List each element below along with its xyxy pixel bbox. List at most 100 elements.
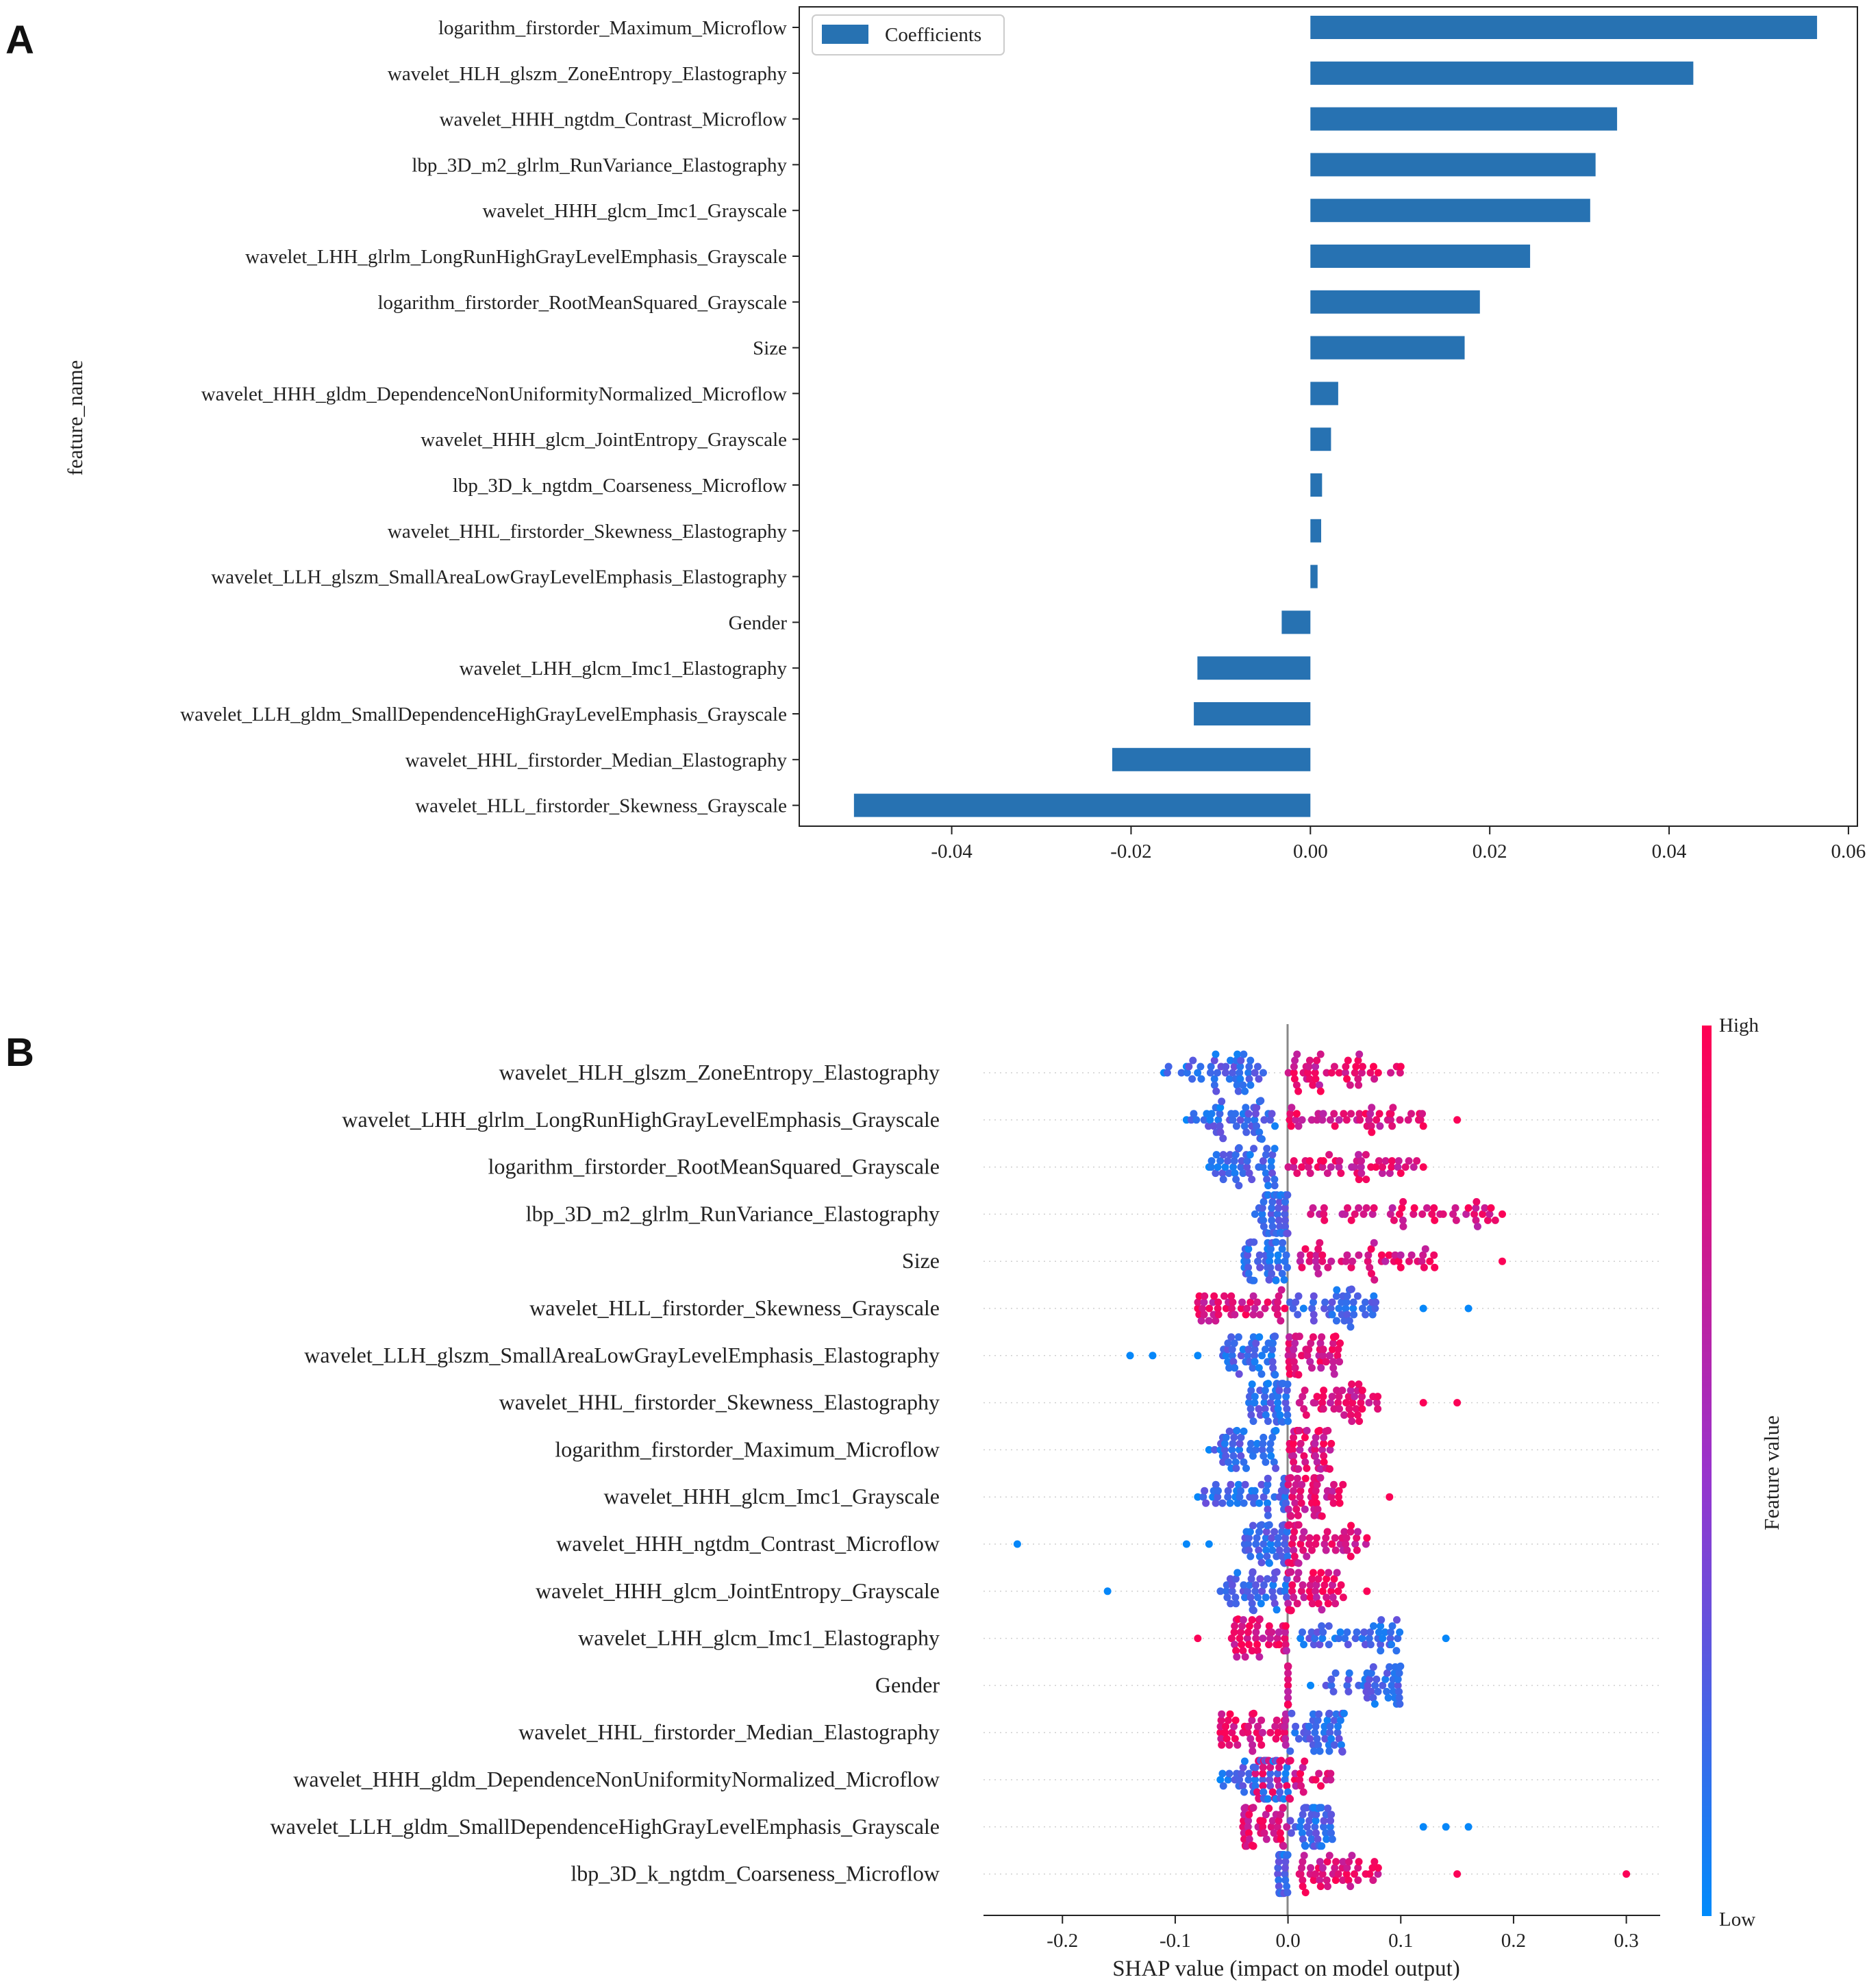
shap-point bbox=[1320, 1304, 1329, 1313]
shap-point bbox=[1335, 1163, 1343, 1171]
shap-point bbox=[1312, 1063, 1320, 1071]
shap-point bbox=[1245, 1769, 1253, 1778]
shap-point bbox=[1216, 1110, 1224, 1118]
shap-point bbox=[1368, 1104, 1376, 1112]
shap-point bbox=[1212, 1050, 1220, 1058]
shap-point bbox=[1272, 1464, 1280, 1472]
shap-point bbox=[1347, 1521, 1355, 1530]
shap-point bbox=[1258, 1728, 1266, 1737]
shap-point bbox=[1277, 1835, 1285, 1843]
shap-point bbox=[1311, 1069, 1319, 1077]
shap-point bbox=[1233, 1569, 1242, 1577]
shap-point bbox=[1358, 1063, 1366, 1071]
shap-point bbox=[1327, 1493, 1336, 1501]
shap-point bbox=[1281, 1864, 1289, 1872]
shap-point bbox=[1259, 1763, 1267, 1772]
shap-point bbox=[1248, 1176, 1256, 1184]
shap-point bbox=[1229, 1069, 1237, 1077]
shap-point bbox=[1247, 1387, 1255, 1395]
shap-point bbox=[1297, 1782, 1305, 1790]
x-tick-label: -0.1 bbox=[1160, 1930, 1191, 1952]
shap-point bbox=[1226, 1151, 1234, 1159]
shap-point bbox=[1370, 1700, 1379, 1708]
shap-point bbox=[1419, 1251, 1427, 1259]
shap-point bbox=[1214, 1310, 1223, 1319]
coefficient-bar bbox=[1310, 16, 1818, 39]
shap-point bbox=[1358, 1405, 1366, 1413]
shap-point bbox=[1364, 1251, 1373, 1259]
shap-point bbox=[1388, 1641, 1396, 1649]
shap-point bbox=[1244, 1728, 1252, 1737]
shap-feature-labels: wavelet_HLH_glszm_ZoneEntropy_Elastograp… bbox=[271, 1060, 940, 1886]
shap-point bbox=[1307, 1546, 1316, 1554]
shap-point bbox=[1275, 1387, 1283, 1395]
shap-point bbox=[1282, 1393, 1290, 1401]
shap-point bbox=[1228, 1587, 1236, 1595]
shap-point bbox=[1223, 1581, 1231, 1589]
shap-point bbox=[1353, 1292, 1362, 1300]
shap-point bbox=[1317, 1569, 1325, 1577]
shap-point bbox=[1239, 1823, 1247, 1831]
shap-point bbox=[1275, 1292, 1283, 1300]
shap-point bbox=[1330, 1575, 1338, 1583]
shap-point bbox=[1231, 1110, 1240, 1118]
shap-point bbox=[1320, 1728, 1328, 1737]
shap-point bbox=[1244, 1722, 1253, 1730]
shap-point bbox=[1200, 1298, 1208, 1306]
shap-point bbox=[1259, 1776, 1267, 1784]
shap-point bbox=[1310, 1292, 1318, 1300]
shap-point bbox=[1316, 1358, 1325, 1366]
shap-point bbox=[1306, 1251, 1314, 1259]
shap-point bbox=[1249, 1606, 1257, 1615]
shap-point bbox=[1327, 1681, 1336, 1689]
shap-point bbox=[1426, 1257, 1434, 1265]
shap-point bbox=[1245, 1063, 1253, 1071]
shap-point bbox=[1344, 1393, 1353, 1401]
shap-point bbox=[1236, 1493, 1244, 1501]
shap-point bbox=[1260, 1116, 1268, 1124]
shap-point bbox=[1350, 1310, 1358, 1319]
shap-point bbox=[1206, 1069, 1214, 1077]
shap-point bbox=[1372, 1298, 1380, 1306]
shap-point bbox=[1290, 1593, 1298, 1602]
shap-point bbox=[1374, 1870, 1382, 1878]
shap-point bbox=[1261, 1345, 1269, 1354]
shap-point bbox=[1299, 1763, 1307, 1772]
shap-point bbox=[1273, 1635, 1281, 1643]
shap-point bbox=[1216, 1122, 1224, 1130]
x-tick-label: 0.06 bbox=[1831, 841, 1866, 862]
shap-point bbox=[1299, 1581, 1307, 1589]
shap-point bbox=[1253, 1439, 1262, 1447]
shap-point bbox=[1312, 1499, 1320, 1507]
shap-point bbox=[1212, 1480, 1220, 1489]
shap-point bbox=[1365, 1399, 1373, 1407]
shap-point bbox=[1205, 1540, 1213, 1548]
shap-point bbox=[1306, 1870, 1314, 1878]
shap-point bbox=[1253, 1104, 1261, 1112]
shap-point bbox=[1281, 1722, 1289, 1730]
shap-point bbox=[1255, 1615, 1264, 1624]
shap-point bbox=[1398, 1204, 1406, 1212]
shap-point bbox=[1243, 1587, 1251, 1595]
shap-point bbox=[1243, 1257, 1251, 1265]
shap-point bbox=[1308, 1304, 1316, 1313]
shap-point bbox=[1316, 1747, 1324, 1755]
shap-point bbox=[1214, 1298, 1223, 1306]
coefficient-bar bbox=[1112, 747, 1311, 771]
shap-point bbox=[1354, 1864, 1362, 1872]
shap-point bbox=[1222, 1063, 1230, 1071]
shap-point bbox=[1268, 1393, 1277, 1401]
shap-point bbox=[1226, 1710, 1234, 1718]
shap-point bbox=[1275, 1782, 1283, 1790]
shap-point bbox=[1251, 1069, 1259, 1077]
shap-point bbox=[1164, 1063, 1173, 1071]
shap-point bbox=[1248, 1616, 1256, 1624]
shap-point bbox=[1313, 1116, 1321, 1124]
shap-point bbox=[1276, 1829, 1284, 1837]
shap-point bbox=[1351, 1635, 1359, 1643]
shap-point bbox=[1262, 1169, 1270, 1178]
shap-point bbox=[1301, 1458, 1310, 1466]
shap-point bbox=[1287, 1829, 1295, 1837]
shap-point bbox=[1252, 1628, 1260, 1637]
shap-point bbox=[1306, 1593, 1314, 1602]
